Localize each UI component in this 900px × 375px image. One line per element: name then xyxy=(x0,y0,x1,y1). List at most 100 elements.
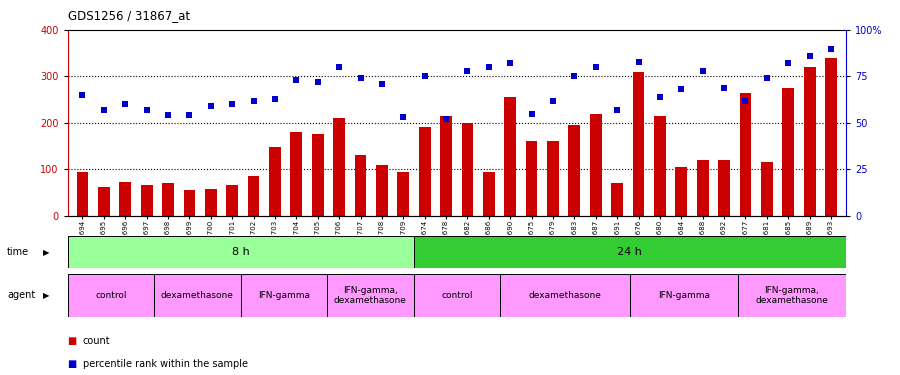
Bar xyxy=(205,189,217,216)
Point xyxy=(631,58,645,64)
Point xyxy=(225,101,239,107)
Point xyxy=(118,101,132,107)
Bar xyxy=(76,171,88,216)
Text: count: count xyxy=(83,336,111,346)
Bar xyxy=(675,167,688,216)
Point xyxy=(310,79,325,85)
Bar xyxy=(413,236,846,268)
Point xyxy=(354,75,368,81)
Text: control: control xyxy=(95,291,127,300)
Bar xyxy=(291,132,302,216)
Point xyxy=(247,98,261,104)
Bar xyxy=(740,93,752,216)
Point xyxy=(545,98,560,104)
Point xyxy=(161,112,176,118)
Point xyxy=(610,107,625,113)
Text: IFN-gamma,
dexamethasone: IFN-gamma, dexamethasone xyxy=(755,286,828,305)
Point xyxy=(738,98,752,104)
Point xyxy=(332,64,347,70)
Bar xyxy=(240,274,327,317)
Bar xyxy=(611,183,623,216)
Point xyxy=(96,107,111,113)
Text: time: time xyxy=(7,247,30,257)
Point xyxy=(289,77,303,83)
Point xyxy=(374,81,389,87)
Text: IFN-gamma: IFN-gamma xyxy=(257,291,310,300)
Text: ▶: ▶ xyxy=(43,291,50,300)
Point xyxy=(503,60,517,66)
Bar xyxy=(376,165,388,216)
Bar xyxy=(697,160,708,216)
Bar xyxy=(462,123,473,216)
Bar xyxy=(782,88,794,216)
Point xyxy=(760,75,774,81)
Bar xyxy=(226,184,239,216)
Bar xyxy=(154,274,240,317)
Bar xyxy=(248,176,259,216)
Text: IFN-gamma: IFN-gamma xyxy=(658,291,710,300)
Text: dexamethasone: dexamethasone xyxy=(528,291,601,300)
Bar xyxy=(825,58,837,216)
Bar xyxy=(738,274,846,317)
Bar xyxy=(500,274,630,317)
Bar xyxy=(140,184,152,216)
Point xyxy=(76,92,90,98)
Bar xyxy=(333,118,345,216)
Bar xyxy=(547,141,559,216)
Bar xyxy=(162,183,174,216)
Bar xyxy=(761,162,773,216)
Bar xyxy=(633,72,644,216)
Point xyxy=(824,46,838,52)
Text: ■: ■ xyxy=(68,336,76,346)
Point xyxy=(696,68,710,74)
Bar xyxy=(413,274,500,317)
Bar xyxy=(398,171,410,216)
Bar xyxy=(355,155,366,216)
Bar xyxy=(440,116,452,216)
Point xyxy=(525,111,539,117)
Text: percentile rank within the sample: percentile rank within the sample xyxy=(83,359,248,369)
Point xyxy=(268,96,283,102)
Text: 24 h: 24 h xyxy=(617,247,643,257)
Bar xyxy=(98,187,110,216)
Point xyxy=(717,84,732,90)
Point xyxy=(182,112,196,118)
Point xyxy=(652,94,667,100)
Point xyxy=(439,116,454,122)
Point xyxy=(396,114,410,120)
Text: ▶: ▶ xyxy=(43,248,50,257)
Bar xyxy=(184,190,195,216)
Text: IFN-gamma,
dexamethasone: IFN-gamma, dexamethasone xyxy=(334,286,407,305)
Bar xyxy=(654,116,666,216)
Text: dexamethasone: dexamethasone xyxy=(161,291,234,300)
Bar xyxy=(120,182,131,216)
Bar xyxy=(504,97,516,216)
Bar xyxy=(483,171,495,216)
Bar xyxy=(526,141,537,216)
Point xyxy=(203,103,218,109)
Bar xyxy=(68,236,413,268)
Text: agent: agent xyxy=(7,290,35,300)
Bar xyxy=(269,147,281,216)
Bar xyxy=(312,134,324,216)
Bar xyxy=(569,125,580,216)
Point xyxy=(803,53,817,59)
Point xyxy=(482,64,496,70)
Point xyxy=(589,64,603,70)
Text: 8 h: 8 h xyxy=(231,247,249,257)
Bar xyxy=(327,274,413,317)
Bar xyxy=(68,274,154,317)
Point xyxy=(674,86,688,92)
Point xyxy=(781,60,796,66)
Bar xyxy=(418,128,430,216)
Point xyxy=(140,107,154,113)
Text: GDS1256 / 31867_at: GDS1256 / 31867_at xyxy=(68,9,190,22)
Bar xyxy=(590,114,601,216)
Point xyxy=(418,74,432,80)
Text: ■: ■ xyxy=(68,359,76,369)
Bar xyxy=(804,67,815,216)
Text: control: control xyxy=(441,291,472,300)
Bar xyxy=(718,160,730,216)
Point xyxy=(460,68,474,74)
Bar xyxy=(630,274,738,317)
